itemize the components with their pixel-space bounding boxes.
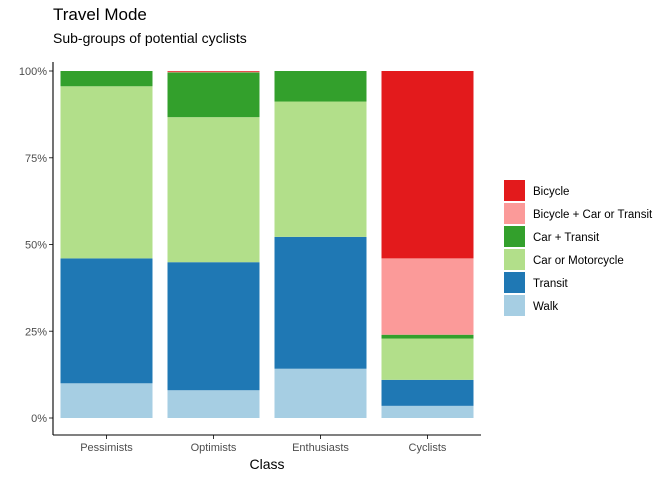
x-tick-label: Optimists	[191, 442, 237, 454]
y-tick-label: 50%	[25, 240, 47, 252]
legend-key-bicycle	[504, 180, 525, 201]
y-tick-label: 75%	[25, 153, 47, 165]
legend-label-transit: Transit	[533, 278, 569, 290]
legend-key-car-or-motorcycle	[504, 249, 525, 270]
legend-label-bicycle-car-or-transit: Bicycle + Car or Transit	[533, 209, 653, 221]
bar-enthusiasts-car-transit	[274, 71, 367, 102]
x-tick-label: Pessimists	[80, 442, 133, 454]
bar-optimists-transit	[167, 262, 260, 391]
y-tick-label: 0%	[31, 413, 47, 425]
legend-key-transit	[504, 272, 525, 293]
bar-enthusiasts-walk	[274, 368, 367, 418]
bar-optimists-bicycle-car-or-transit	[167, 71, 260, 73]
legend-label-car-or-motorcycle: Car or Motorcycle	[533, 255, 624, 267]
legend-label-car-transit: Car + Transit	[533, 232, 600, 244]
chart-subtitle: Sub-groups of potential cyclists	[53, 30, 247, 46]
x-tick-label: Cyclists	[409, 442, 447, 454]
x-tick-label: Enthusiasts	[292, 442, 349, 454]
bar-optimists-car-or-motorcycle	[167, 117, 260, 263]
legend-key-bicycle-car-or-transit	[504, 203, 525, 224]
chart-title: Travel Mode	[53, 5, 147, 24]
bar-pessimists-car-transit	[60, 71, 153, 87]
x-axis-title: Class	[249, 456, 284, 472]
bar-cyclists-transit	[381, 379, 474, 406]
legend-key-walk	[504, 295, 525, 316]
bar-pessimists-transit	[60, 258, 153, 384]
y-tick-label: 25%	[25, 326, 47, 338]
bar-optimists-walk	[167, 390, 260, 418]
bar-cyclists-walk	[381, 405, 474, 418]
bar-cyclists-bicycle-car-or-transit	[381, 258, 474, 335]
legend-label-walk: Walk	[533, 301, 558, 313]
bar-enthusiasts-car-or-motorcycle	[274, 101, 367, 237]
y-tick-label: 100%	[19, 66, 47, 78]
legend: Bicycle Bicycle + Car or Transit Car + Tra…	[504, 180, 653, 316]
bar-optimists-car-transit	[167, 72, 260, 118]
bar-pessimists-walk	[60, 383, 153, 418]
bar-enthusiasts-transit	[274, 236, 367, 369]
bar-optimists-bicycle	[167, 71, 260, 72]
legend-label-bicycle: Bicycle	[533, 186, 569, 198]
legend-key-car-transit	[504, 226, 525, 247]
plot-area: Pessimists Optimists Enthusiasts Cyclists 0%…	[19, 62, 481, 454]
bar-pessimists-car-or-motorcycle	[60, 86, 153, 259]
bar-cyclists-car-or-motorcycle	[381, 338, 474, 380]
bar-cyclists-car-transit	[381, 334, 474, 339]
bar-cyclists-bicycle	[381, 71, 474, 259]
